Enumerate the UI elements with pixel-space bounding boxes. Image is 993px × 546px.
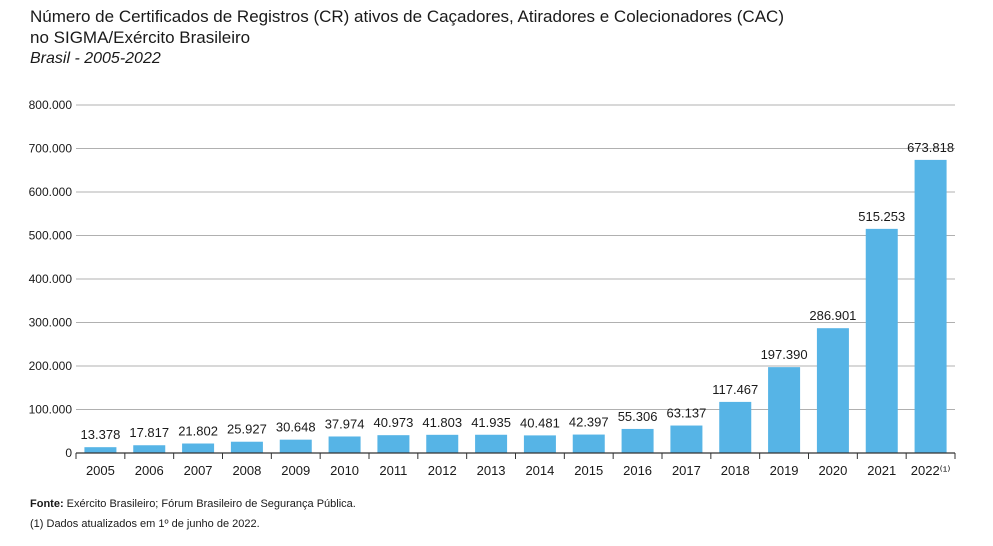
value-label-2011: 40.973: [374, 415, 414, 430]
x-axis-category-labels: 2005 2006 2007 2008 2009 2010 2011 2012 2013 2014…: [86, 463, 950, 478]
value-label-2006: 17.817: [129, 425, 169, 440]
y-tick-label: 700.000: [29, 142, 73, 156]
value-label-2008: 25.927: [227, 422, 267, 437]
y-tick-label: 500.000: [29, 229, 73, 243]
category-label-2016: 2016: [623, 463, 652, 478]
value-label-2019: 197.390: [761, 347, 808, 362]
value-label-2016: 55.306: [618, 409, 658, 424]
y-tick-label: 100.000: [29, 403, 73, 417]
category-label-2018: 2018: [721, 463, 750, 478]
category-label-2020: 2020: [818, 463, 847, 478]
bar-2010: [328, 436, 361, 453]
category-label-2021: 2021: [867, 463, 896, 478]
value-label-2012: 41.803: [422, 415, 462, 430]
bar-2020: [816, 328, 849, 453]
category-label-2022: 2022⁽¹⁾: [911, 463, 951, 478]
bar-2021: [865, 228, 898, 453]
chart-title-block: Número de Certificados de Registros (CR)…: [30, 6, 970, 69]
value-label-2013: 41.935: [471, 415, 511, 430]
category-label-2011: 2011: [379, 463, 407, 478]
bar-2018: [719, 401, 752, 453]
bar-2015: [572, 434, 605, 453]
source-note: Fonte: Exército Brasileiro; Fórum Brasil…: [30, 498, 356, 510]
bar-2017: [670, 425, 703, 453]
x-axis: [75, 452, 956, 459]
source-text: Exército Brasileiro; Fórum Brasileiro de…: [66, 498, 356, 510]
category-label-2019: 2019: [770, 463, 799, 478]
category-label-2015: 2015: [574, 463, 603, 478]
category-label-2010: 2010: [330, 463, 359, 478]
bar-2014: [523, 435, 556, 453]
bar-2013: [475, 434, 508, 453]
category-label-2008: 2008: [232, 463, 261, 478]
y-tick-label: 600.000: [29, 185, 73, 199]
category-label-2009: 2009: [281, 463, 310, 478]
bar-2016: [621, 428, 654, 453]
value-label-2021: 515.253: [858, 209, 905, 224]
chart-subtitle: Brasil - 2005-2022: [30, 50, 161, 67]
category-label-2017: 2017: [672, 463, 701, 478]
chart-bars: [84, 159, 947, 453]
bar-2007: [182, 443, 215, 453]
value-label-2007: 21.802: [178, 424, 218, 439]
bar-2012: [426, 434, 459, 453]
value-label-2018: 117.467: [712, 382, 758, 397]
footnote: (1) Dados atualizados em 1º de junho de …: [30, 518, 260, 530]
category-label-2012: 2012: [428, 463, 457, 478]
chart-title-line-2: no SIGMA/Exército Brasileiro: [30, 28, 251, 47]
y-tick-label: 300.000: [29, 316, 73, 330]
value-label-2015: 42.397: [569, 415, 609, 430]
bar-2005: [84, 447, 117, 453]
value-label-2014: 40.481: [520, 415, 560, 430]
y-tick-label: 0: [65, 446, 72, 460]
category-label-2007: 2007: [184, 463, 213, 478]
category-label-2006: 2006: [135, 463, 164, 478]
y-axis-tick-labels: 0 100.000 200.000 300.000 400.000 500.000 600.…: [29, 98, 73, 460]
value-label-2017: 63.137: [667, 406, 707, 421]
category-label-2013: 2013: [477, 463, 506, 478]
value-label-2009: 30.648: [276, 420, 316, 435]
y-tick-label: 800.000: [29, 98, 73, 112]
bar-2008: [230, 441, 263, 453]
value-label-2005: 13.378: [81, 427, 121, 442]
y-tick-label: 200.000: [29, 359, 73, 373]
chart-gridlines: [76, 104, 955, 410]
chart-title-line-1: Número de Certificados de Registros (CR)…: [30, 7, 784, 26]
category-label-2005: 2005: [86, 463, 115, 478]
bar-2006: [133, 445, 166, 453]
bar-2011: [377, 435, 410, 453]
source-label: Fonte:: [30, 498, 64, 510]
value-label-2020: 286.901: [809, 308, 856, 323]
value-label-2010: 37.974: [325, 416, 365, 431]
value-label-2022: 673.818: [907, 140, 954, 155]
category-label-2014: 2014: [525, 463, 554, 478]
bar-value-labels: 13.378 17.817 21.802 25.927 30.648 37.974 40.9…: [81, 140, 955, 442]
bar-2009: [279, 439, 312, 453]
bar-chart: 0 100.000 200.000 300.000 400.000 500.000 600.…: [29, 98, 956, 478]
bar-2022: [914, 159, 947, 453]
bar-2019: [768, 367, 801, 453]
y-tick-label: 400.000: [29, 272, 73, 286]
